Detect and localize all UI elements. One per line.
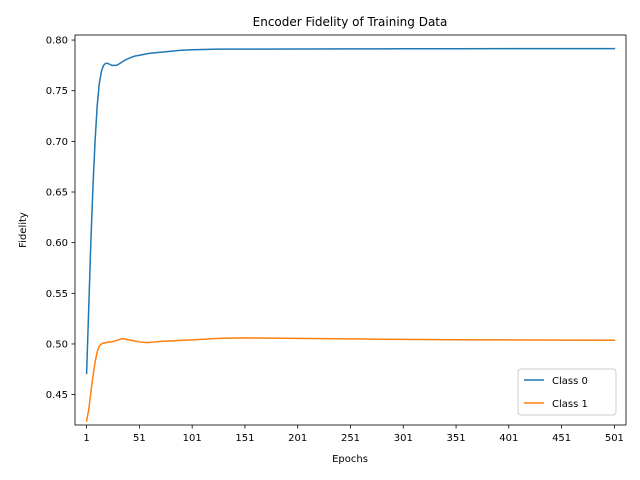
- series-line-class-0: [85, 47, 616, 375]
- x-axis-ticks: 1 51 101 151 201 251 301 351 401 451 501: [83, 425, 624, 444]
- x-tick-label: 401: [499, 433, 518, 444]
- chart-title: Encoder Fidelity of Training Data: [253, 15, 448, 29]
- x-tick-label: 301: [394, 433, 413, 444]
- series-layer: [85, 47, 616, 422]
- y-tick-label: 0.70: [46, 137, 68, 148]
- y-axis-label: Fidelity: [18, 212, 29, 248]
- legend-label-class-1: Class 1: [552, 399, 588, 410]
- y-tick-label: 0.65: [46, 188, 68, 199]
- x-tick-label: 101: [183, 433, 202, 444]
- y-tick-label: 0.80: [46, 36, 68, 47]
- y-tick-label: 0.50: [46, 339, 68, 350]
- x-tick-label: 451: [552, 433, 571, 444]
- legend: Class 0 Class 1: [517, 368, 617, 416]
- y-axis-ticks: 0.45 0.50 0.55 0.60 0.65 0.70 0.75 0.80: [46, 36, 75, 401]
- x-tick-label: 51: [133, 433, 146, 444]
- x-tick-label: 201: [288, 433, 307, 444]
- x-tick-label: 351: [447, 433, 466, 444]
- y-tick-label: 0.60: [46, 238, 68, 249]
- y-tick-label: 0.55: [46, 289, 68, 300]
- x-tick-label: 501: [605, 433, 624, 444]
- x-axis-label: Epochs: [332, 454, 368, 465]
- x-tick-label: 151: [235, 433, 254, 444]
- plot-area: 1 51 101 151 201 251 301 351 401 451 501 0.450.500…: [46, 34, 627, 444]
- series-line-class-1: [85, 337, 616, 422]
- x-tick-label: 1: [83, 433, 89, 444]
- y-tick-label: 0.45: [46, 390, 68, 401]
- x-tick-label: 251: [341, 433, 360, 444]
- legend-label-class-0: Class 0: [552, 376, 588, 387]
- y-tick-label: 0.75: [46, 86, 68, 97]
